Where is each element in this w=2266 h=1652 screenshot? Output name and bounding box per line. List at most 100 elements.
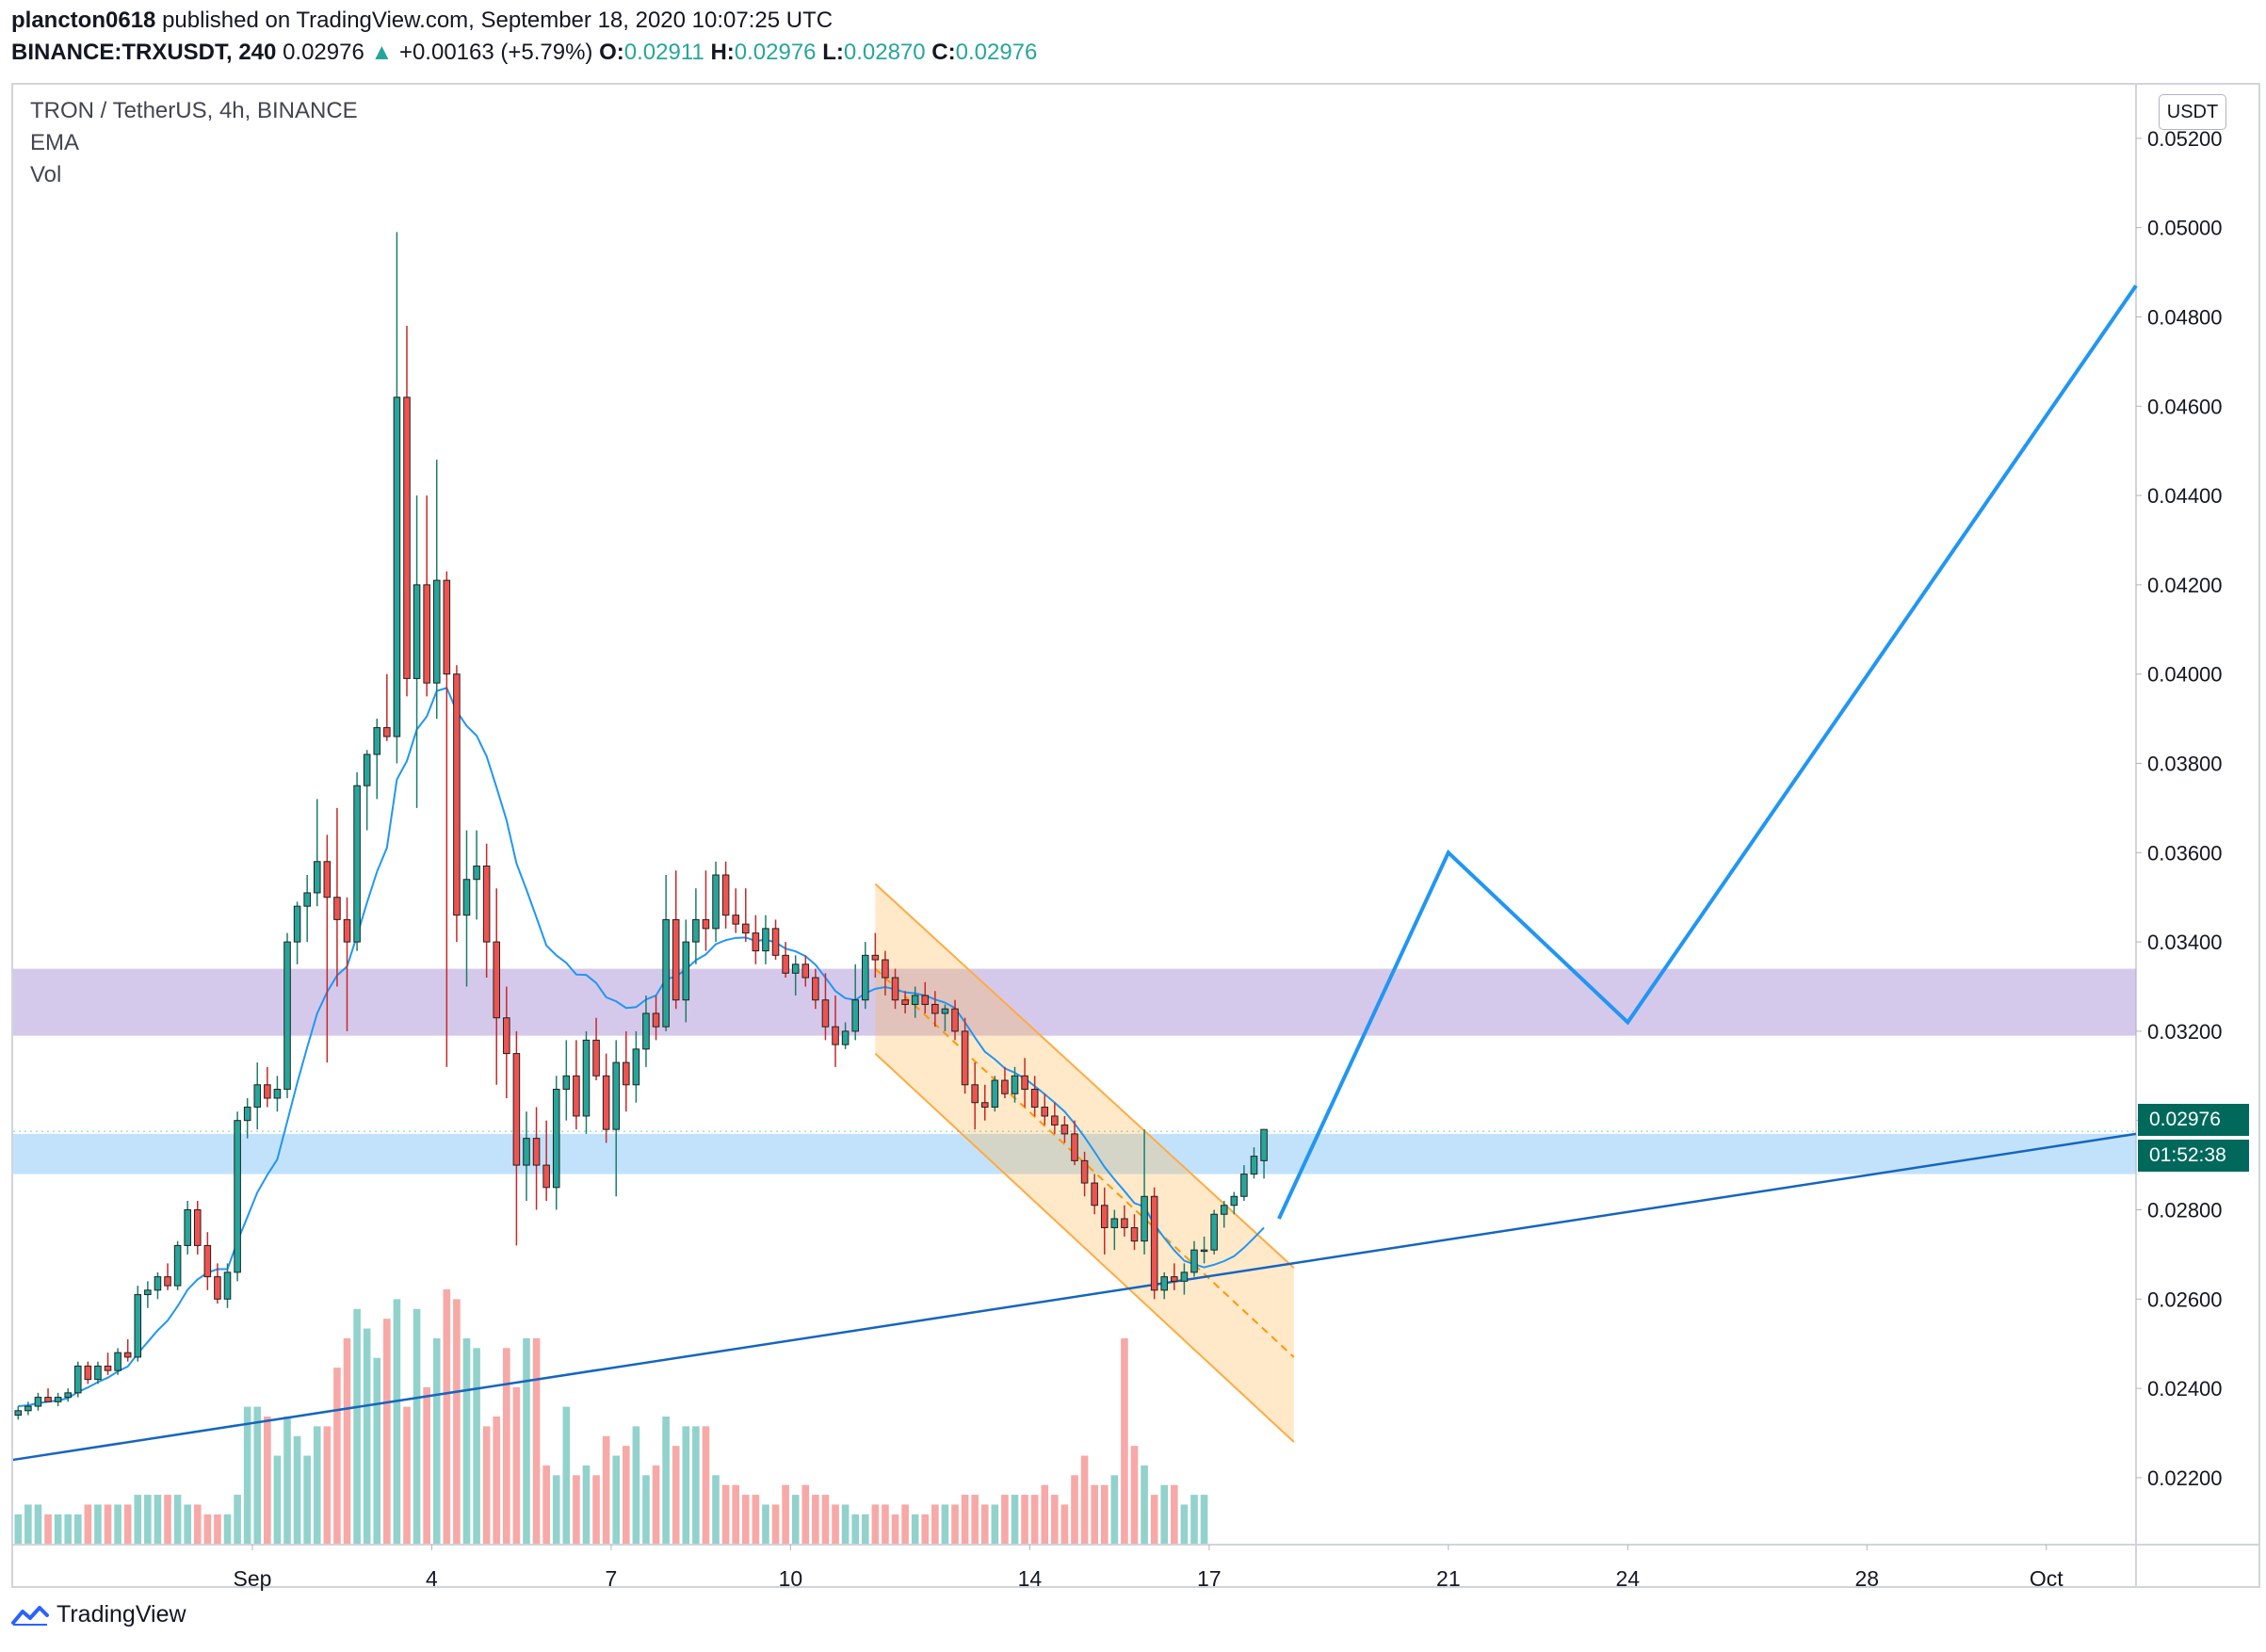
candle-body <box>493 941 501 1019</box>
volume-bar <box>1200 1495 1208 1544</box>
support-trendline <box>12 1132 2137 1462</box>
candle-body <box>1100 1205 1109 1228</box>
publish-info: plancton0618 published on TradingView.co… <box>11 8 833 34</box>
candle-body <box>473 866 480 881</box>
candle-body <box>383 727 391 737</box>
high-value: 0.02976 <box>734 40 817 65</box>
time-tick-label: 10 <box>779 1566 803 1591</box>
author-name[interactable]: plancton0618 <box>11 8 156 33</box>
candle-body <box>413 584 421 679</box>
time-tick-label: Oct <box>2030 1566 2064 1591</box>
candle-body <box>164 1276 171 1287</box>
candle-body <box>882 959 889 979</box>
legend-vol[interactable]: Vol <box>30 162 62 187</box>
price-tick-label: 0.02200 <box>2147 1466 2223 1490</box>
published-text: published on TradingView.com, September … <box>162 8 834 33</box>
candle-body <box>1051 1115 1059 1126</box>
candle-body <box>1001 1079 1009 1094</box>
volume-bar <box>34 1504 42 1544</box>
candle-body <box>1240 1174 1248 1197</box>
channel-lower-line <box>874 1052 1295 1443</box>
volume-bar <box>273 1455 282 1544</box>
volume-bar <box>104 1504 112 1544</box>
candle-body <box>871 954 880 961</box>
volume-bar <box>353 1308 361 1544</box>
price-tick-label: 0.04600 <box>2147 395 2223 418</box>
close-value: 0.02976 <box>955 40 1038 65</box>
candle-body <box>1030 1089 1039 1108</box>
volume-bar <box>841 1504 850 1544</box>
candle-body <box>762 928 769 952</box>
candle-body <box>662 918 670 1028</box>
volume-bar <box>1080 1455 1089 1544</box>
volume-bar <box>961 1495 969 1544</box>
volume-bar <box>84 1504 92 1544</box>
volume-bar <box>791 1495 800 1544</box>
volume-bar <box>283 1417 291 1544</box>
candle-body <box>234 1120 241 1273</box>
candle-body <box>951 1008 959 1032</box>
volume-bar <box>632 1426 640 1544</box>
candle-body <box>512 1053 521 1166</box>
legend-title[interactable]: TRON / TetherUS, 4h, BINANCE <box>30 98 358 123</box>
volume-bar <box>771 1504 780 1544</box>
time-tick-label: 28 <box>1854 1566 1879 1591</box>
volume-bar <box>682 1426 690 1544</box>
candle-body <box>961 1030 969 1086</box>
close-label: C: <box>931 40 956 65</box>
time-tick-label: 14 <box>1018 1566 1043 1591</box>
price-change: +0.00163 (+5.79%) <box>398 40 593 65</box>
volume-bar <box>393 1299 401 1544</box>
candle-body <box>1260 1128 1268 1161</box>
volume-bar <box>891 1514 899 1544</box>
last-price-badge: 0.02976 <box>2138 1104 2249 1136</box>
candle-body <box>373 727 381 755</box>
price-tick-label: 0.04200 <box>2147 574 2223 597</box>
candle-body <box>712 874 720 930</box>
candle-body <box>652 1012 660 1028</box>
volume-bar <box>1021 1495 1028 1544</box>
volume-bar <box>741 1495 750 1544</box>
volume-bar <box>482 1426 491 1544</box>
volume-bar <box>951 1504 959 1544</box>
volume-bar <box>582 1465 591 1544</box>
candle-body <box>1150 1195 1158 1291</box>
candle-body <box>812 977 819 1001</box>
volume-bar <box>692 1426 700 1544</box>
footer-brand[interactable]: TradingView <box>11 1601 186 1628</box>
candle-body <box>1060 1124 1069 1135</box>
volume-bar <box>622 1446 630 1544</box>
candle-body <box>453 673 461 916</box>
low-label: L: <box>822 40 844 65</box>
currency-button[interactable]: USDT <box>2159 94 2226 130</box>
candle-body <box>1091 1182 1098 1207</box>
volume-bar <box>253 1406 262 1544</box>
price-tick-label: 0.04000 <box>2147 663 2223 687</box>
candle-body <box>54 1397 62 1402</box>
ema-line <box>18 687 1265 1408</box>
volume-bar <box>1051 1495 1059 1544</box>
candle-body <box>1130 1226 1139 1242</box>
candle-body <box>752 932 760 952</box>
volume-bar <box>532 1337 541 1544</box>
candle-body <box>921 995 930 1005</box>
candle-body <box>1110 1218 1119 1228</box>
volume-bar <box>1091 1484 1098 1544</box>
candle-body <box>503 1017 510 1055</box>
price-tick-label: 0.04400 <box>2147 484 2223 508</box>
volume-bar <box>203 1514 212 1544</box>
volume-bar <box>662 1417 670 1544</box>
candle-body <box>223 1271 232 1300</box>
candle-body <box>851 999 859 1032</box>
volume-bar <box>702 1426 710 1544</box>
time-tick-label: Sep <box>234 1566 272 1591</box>
legend-ema[interactable]: EMA <box>30 130 80 155</box>
price-tick-label: 0.05200 <box>2147 127 2223 151</box>
candle-body <box>1220 1205 1228 1215</box>
price-tick-label: 0.03800 <box>2147 752 2223 775</box>
volume-bar <box>423 1386 430 1544</box>
candle-body <box>184 1208 191 1246</box>
volume-bar <box>243 1406 251 1544</box>
candle-body <box>114 1352 121 1371</box>
